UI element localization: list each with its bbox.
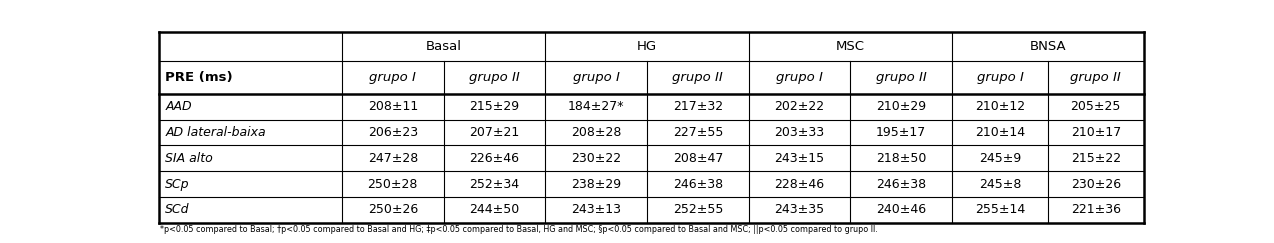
Text: 210±12: 210±12: [975, 100, 1026, 113]
Text: 243±15: 243±15: [775, 152, 824, 165]
Text: 227±55: 227±55: [673, 126, 724, 139]
Text: grupo II: grupo II: [875, 71, 926, 84]
Text: AAD: AAD: [166, 100, 192, 113]
Text: Basal: Basal: [426, 40, 461, 53]
Text: 210±29: 210±29: [877, 100, 926, 113]
Text: 208±11: 208±11: [368, 100, 418, 113]
Text: PRE (ms): PRE (ms): [166, 71, 233, 84]
Text: 240±46: 240±46: [877, 203, 926, 217]
Text: AD lateral-baixa: AD lateral-baixa: [166, 126, 266, 139]
Text: SCd: SCd: [166, 203, 190, 217]
Text: 246±38: 246±38: [877, 178, 926, 191]
Text: 228±46: 228±46: [775, 178, 824, 191]
Text: HG: HG: [637, 40, 657, 53]
Text: 207±21: 207±21: [469, 126, 520, 139]
Text: *p<0.05 compared to Basal; †p<0.05 compared to Basal and HG; ‡p<0.05 compared to: *p<0.05 compared to Basal; †p<0.05 compa…: [161, 225, 878, 234]
Text: SCp: SCp: [166, 178, 190, 191]
Text: grupo II: grupo II: [469, 71, 520, 84]
Text: grupo I: grupo I: [369, 71, 417, 84]
Text: grupo I: grupo I: [776, 71, 823, 84]
Text: 252±55: 252±55: [673, 203, 724, 217]
Text: 238±29: 238±29: [571, 178, 622, 191]
Text: grupo I: grupo I: [573, 71, 619, 84]
Text: 246±38: 246±38: [673, 178, 722, 191]
Text: 245±9: 245±9: [978, 152, 1020, 165]
Text: 215±22: 215±22: [1070, 152, 1121, 165]
Text: BNSA: BNSA: [1029, 40, 1066, 53]
Text: 230±22: 230±22: [571, 152, 622, 165]
Text: grupo I: grupo I: [977, 71, 1023, 84]
Text: 244±50: 244±50: [469, 203, 520, 217]
Text: 205±25: 205±25: [1070, 100, 1121, 113]
Text: 202±22: 202±22: [775, 100, 824, 113]
Text: 221±36: 221±36: [1070, 203, 1121, 217]
Text: grupo II: grupo II: [673, 71, 724, 84]
Text: 252±34: 252±34: [469, 178, 520, 191]
Text: 210±17: 210±17: [1070, 126, 1121, 139]
Text: 218±50: 218±50: [877, 152, 926, 165]
Text: SIA alto: SIA alto: [166, 152, 213, 165]
Text: 250±26: 250±26: [368, 203, 418, 217]
Text: 184±27*: 184±27*: [568, 100, 624, 113]
Text: 226±46: 226±46: [469, 152, 520, 165]
Text: MSC: MSC: [836, 40, 865, 53]
Text: 215±29: 215±29: [469, 100, 520, 113]
Text: 195±17: 195±17: [877, 126, 926, 139]
Text: 230±26: 230±26: [1070, 178, 1121, 191]
Text: 210±14: 210±14: [975, 126, 1026, 139]
Text: 208±28: 208±28: [571, 126, 622, 139]
Text: 208±47: 208±47: [673, 152, 724, 165]
Text: 255±14: 255±14: [975, 203, 1026, 217]
Text: 217±32: 217±32: [673, 100, 722, 113]
Text: 206±23: 206±23: [368, 126, 418, 139]
Text: 203±33: 203±33: [775, 126, 824, 139]
Text: 245±8: 245±8: [978, 178, 1022, 191]
Text: 243±35: 243±35: [775, 203, 824, 217]
Text: 247±28: 247±28: [368, 152, 418, 165]
Text: grupo II: grupo II: [1070, 71, 1121, 84]
Text: 250±28: 250±28: [368, 178, 418, 191]
Text: 243±13: 243±13: [571, 203, 622, 217]
